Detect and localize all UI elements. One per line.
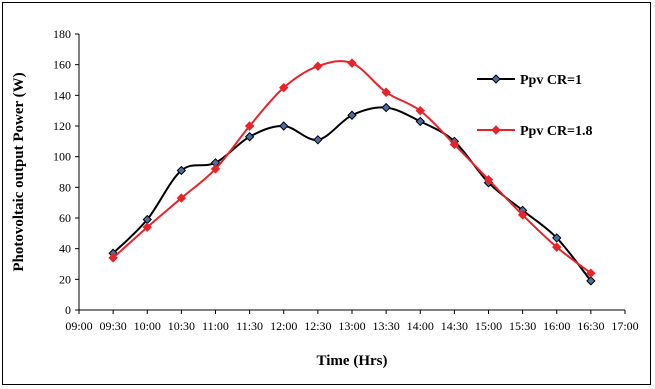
x-tick-label: 12:00 <box>270 319 297 333</box>
legend-item: Ppv CR=1.8 <box>477 124 593 139</box>
data-point-marker <box>552 233 562 243</box>
x-tick-label: 15:00 <box>475 319 502 333</box>
line-chart: 0 20 40 60 80 100 120 140 160 180 09:00 09:30 10:00… <box>11 27 639 369</box>
x-axis-ticks: 09:00 09:30 10:00 10:30 11:00 11:30 12:00 12:30… <box>65 310 639 333</box>
x-tick-label: 12:30 <box>304 319 331 333</box>
y-tick-label: 100 <box>53 150 71 164</box>
data-point-marker <box>415 105 425 116</box>
data-point-marker <box>347 58 357 68</box>
x-tick-label: 11:00 <box>202 319 229 333</box>
x-axis-title: Time (Hrs) <box>317 353 388 369</box>
x-tick-label: 17:00 <box>611 319 638 333</box>
y-tick-label: 160 <box>53 58 71 72</box>
series-1 <box>108 102 596 286</box>
data-point-marker <box>244 132 255 142</box>
data-point-marker <box>449 139 460 150</box>
data-point-marker <box>347 110 357 120</box>
data-point-marker <box>483 174 494 185</box>
x-tick-label: 13:00 <box>338 319 365 333</box>
data-point-marker <box>415 116 425 127</box>
data-point-marker <box>279 82 289 93</box>
series-layer <box>108 58 596 286</box>
y-tick-label: 20 <box>59 272 71 286</box>
data-point-marker <box>381 87 391 97</box>
x-tick-label: 14:30 <box>441 319 468 333</box>
legend: Ppv CR=1 Ppv CR=1.8 <box>477 73 593 139</box>
y-tick-label: 80 <box>59 180 71 194</box>
x-tick-label: 09:30 <box>99 319 126 333</box>
data-point-marker <box>586 268 596 278</box>
y-axis-title: Photovoltaic output Power (W) <box>11 72 27 271</box>
y-tick-label: 40 <box>59 242 71 256</box>
x-tick-label: 16:00 <box>543 319 570 333</box>
legend-marker <box>491 74 501 84</box>
x-tick-label: 10:30 <box>168 319 195 333</box>
x-tick-label: 11:30 <box>236 319 263 333</box>
data-point-marker <box>552 242 562 252</box>
data-point-marker <box>244 121 255 131</box>
legend-label: Ppv CR=1 <box>520 73 582 88</box>
y-tick-label: 180 <box>53 27 71 41</box>
x-tick-label: 16:30 <box>577 319 604 333</box>
y-tick-label: 140 <box>53 88 71 102</box>
data-point-marker <box>176 193 187 203</box>
y-axis-ticks: 0 20 40 60 80 100 120 140 160 180 <box>53 27 79 317</box>
data-point-marker <box>586 276 596 286</box>
x-tick-label: 10:00 <box>134 319 161 333</box>
data-point-marker <box>142 222 152 232</box>
legend-item: Ppv CR=1 <box>477 73 582 88</box>
x-tick-label: 13:30 <box>372 319 399 333</box>
x-tick-label: 09:00 <box>65 319 92 333</box>
data-point-marker <box>279 121 289 131</box>
data-point-marker <box>176 165 187 176</box>
data-point-marker <box>517 210 528 220</box>
y-tick-label: 60 <box>59 211 71 225</box>
data-point-marker <box>313 61 323 71</box>
data-point-marker <box>381 102 391 113</box>
y-tick-label: 120 <box>53 119 71 133</box>
x-tick-label: 15:30 <box>509 319 536 333</box>
chart-frame: 0 20 40 60 80 100 120 140 160 180 09:00 09:30 10:00… <box>2 2 651 385</box>
x-tick-label: 14:00 <box>407 319 434 333</box>
data-point-marker <box>108 253 118 263</box>
y-tick-label: 0 <box>65 303 71 317</box>
legend-marker <box>491 125 501 135</box>
data-point-marker <box>313 135 323 145</box>
data-point-marker <box>210 164 221 174</box>
legend-label: Ppv CR=1.8 <box>520 124 593 139</box>
series-2 <box>108 58 596 278</box>
